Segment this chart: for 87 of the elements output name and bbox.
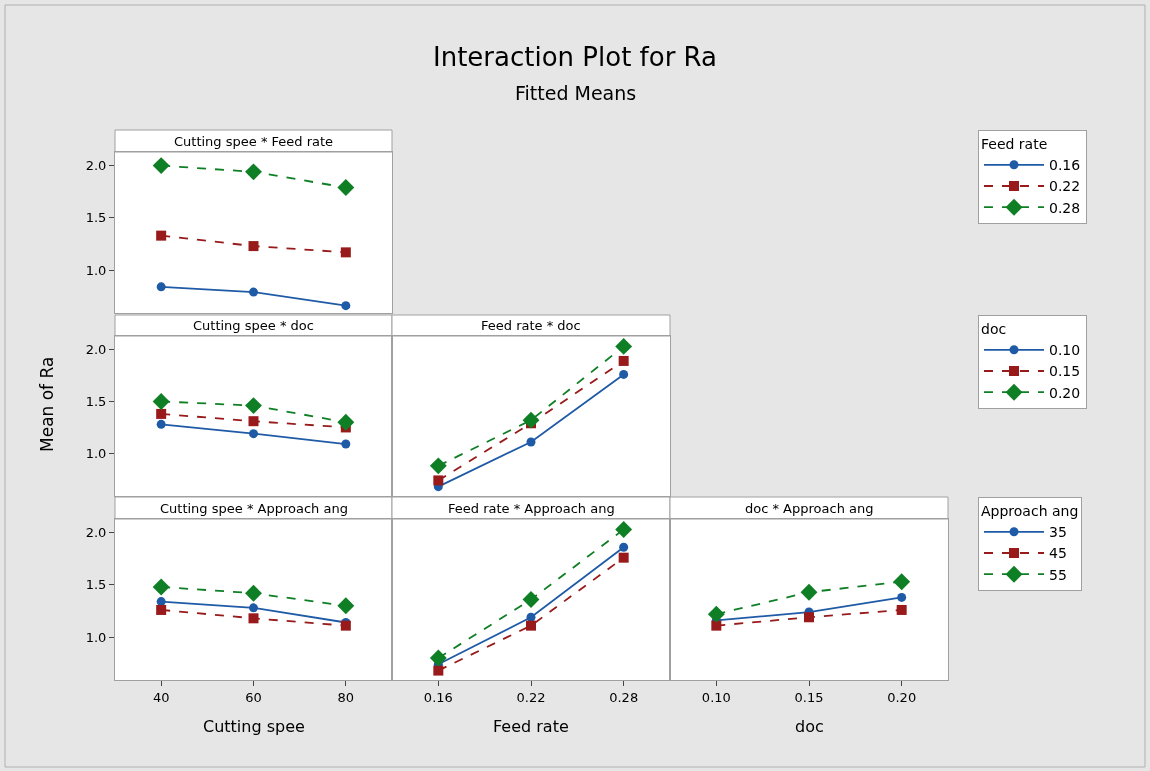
point	[152, 157, 170, 175]
point	[433, 665, 444, 676]
x-tick-label: 0.28	[609, 689, 639, 705]
x-tick-label: 80	[337, 689, 355, 705]
point	[618, 552, 629, 563]
point	[615, 337, 633, 355]
legend-label: 0.16	[1049, 157, 1081, 174]
y-axis-title: Mean of Ra	[37, 356, 57, 452]
point	[619, 542, 629, 552]
chart-title: Feed rate * doc	[481, 318, 581, 333]
point	[619, 369, 629, 379]
point	[248, 613, 259, 624]
point	[340, 247, 351, 258]
point	[156, 419, 166, 429]
x-axis-title: Feed rate	[493, 717, 569, 736]
point	[249, 429, 258, 439]
x-tick-label: 0.20	[887, 689, 917, 705]
y-tick-label: 2.0	[85, 158, 107, 174]
x-axis-title: doc	[795, 717, 824, 736]
chart-title: Cutting spee * Feed rate	[174, 134, 334, 149]
point	[522, 411, 540, 429]
chart-title: Cutting spee * Approach ang	[160, 501, 348, 516]
point	[800, 583, 818, 601]
y-tick-label: 1.5	[85, 577, 107, 593]
legend-label: 0.15	[1049, 363, 1081, 380]
x-tick-label: 0.10	[701, 689, 731, 705]
point	[341, 439, 351, 449]
chart-title: Feed rate * Approach ang	[448, 501, 615, 516]
point	[248, 241, 259, 252]
legend-label: 0.10	[1049, 342, 1081, 359]
point	[249, 603, 258, 613]
point	[245, 163, 262, 181]
point	[245, 584, 262, 602]
chart-title: doc * Approach ang	[745, 501, 874, 516]
point	[896, 604, 907, 615]
point	[618, 355, 629, 366]
y-tick-label: 1.0	[85, 445, 107, 461]
point	[152, 393, 170, 410]
point	[152, 578, 170, 596]
y-tick-label: 2.0	[85, 525, 107, 541]
point	[615, 521, 633, 538]
point	[526, 620, 536, 631]
legend-title: doc	[981, 321, 1007, 338]
point	[341, 301, 351, 311]
point	[337, 413, 355, 431]
point	[337, 179, 355, 196]
point	[249, 287, 258, 297]
point	[337, 597, 355, 615]
legend-label: 45	[1049, 545, 1067, 562]
chart-title: Cutting spee * doc	[193, 318, 314, 333]
point	[156, 604, 167, 615]
x-tick-label: 0.16	[423, 689, 453, 705]
y-tick-label: 1.0	[85, 262, 107, 278]
point	[429, 649, 447, 667]
legend-label: 0.22	[1049, 178, 1081, 195]
y-tick-label: 1.0	[85, 629, 107, 645]
legend-title: Feed rate	[981, 136, 1048, 153]
point	[711, 620, 722, 631]
point	[893, 573, 911, 591]
point	[248, 416, 259, 427]
legend-label: 0.20	[1049, 384, 1081, 401]
point	[429, 457, 447, 475]
point	[156, 230, 167, 241]
x-axis-title: Cutting spee	[203, 717, 305, 736]
point	[245, 397, 262, 415]
point	[897, 592, 907, 602]
point	[156, 408, 167, 419]
text: Fitted Means	[515, 82, 637, 104]
point	[522, 591, 540, 608]
x-tick-label: 60	[245, 689, 262, 705]
point	[526, 437, 536, 447]
legend-label: 55	[1049, 566, 1067, 583]
point	[707, 605, 725, 623]
legend-label: 35	[1049, 524, 1067, 541]
x-tick-label: 0.22	[516, 689, 546, 705]
point	[433, 475, 444, 486]
legend-label: 0.28	[1049, 199, 1081, 216]
x-tick-label: 0.15	[794, 689, 824, 705]
point	[156, 282, 166, 292]
text: Interaction Plot for Ra	[433, 42, 718, 72]
y-tick-label: 1.5	[85, 210, 107, 226]
point	[340, 620, 351, 631]
y-tick-label: 1.5	[85, 394, 107, 409]
point	[804, 612, 814, 623]
y-tick-label: 2.0	[85, 342, 107, 358]
legend-title: Approach ang	[981, 503, 1079, 520]
x-tick-label: 40	[152, 689, 170, 705]
